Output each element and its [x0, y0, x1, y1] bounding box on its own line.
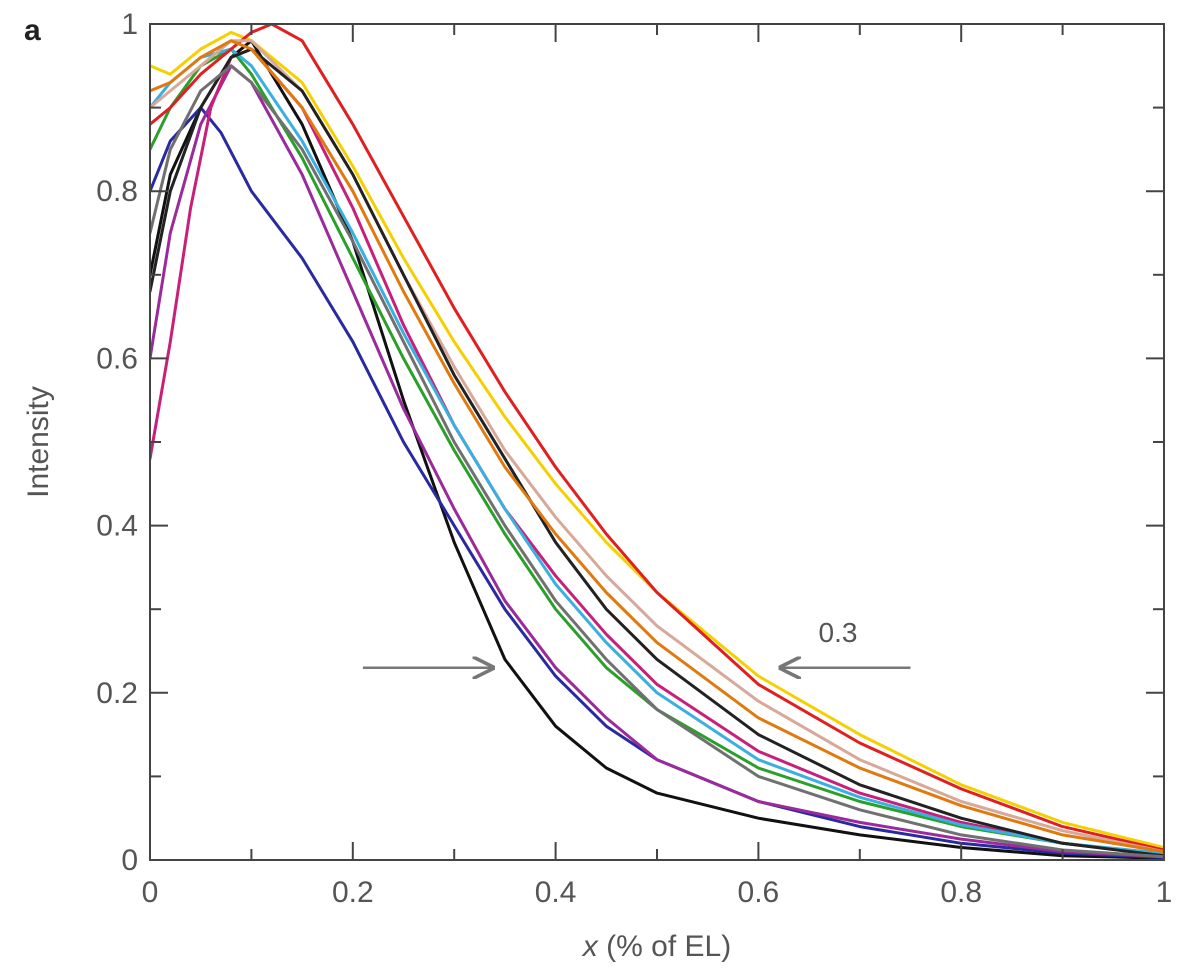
y-tick-label: 0.6 [96, 342, 138, 375]
x-tick-label: 0.6 [738, 876, 780, 909]
x-tick-label: 1 [1156, 876, 1173, 909]
series-line-10 [150, 47, 1164, 858]
annotation-label: 0.3 [819, 617, 858, 648]
x-tick-label: 0.2 [332, 876, 374, 909]
panel-label: a [24, 14, 41, 47]
x-tick-label: 0 [142, 876, 159, 909]
x-axis-symbol: x [581, 930, 599, 963]
series-lines [150, 24, 1164, 860]
series-line-5 [150, 47, 1164, 856]
y-axis-label: Intensity [22, 386, 55, 498]
x-tick-label: 0.8 [940, 876, 982, 909]
series-line-3 [150, 64, 1164, 859]
series-line-7 [150, 30, 1164, 849]
series-line-11 [150, 39, 1164, 854]
x-axis-label: x (% of EL) [581, 930, 731, 963]
y-tick-label: 0.8 [96, 175, 138, 208]
series-line-8 [150, 24, 1164, 852]
y-tick-label: 0.2 [96, 677, 138, 710]
x-tick-label: 0.4 [535, 876, 577, 909]
series-line-6 [150, 47, 1164, 855]
series-line-2 [150, 106, 1164, 859]
y-tick-label: 1 [121, 8, 138, 41]
x-axis-unit: (% of EL) [606, 930, 731, 963]
series-line-4 [150, 47, 1164, 857]
series-line-9 [150, 39, 1164, 854]
y-tick-labels: 0 0.2 0.4 0.6 0.8 1 [96, 8, 138, 877]
y-tick-label: 0 [121, 844, 138, 877]
y-tick-label: 0.4 [96, 510, 138, 543]
series-line-12 [150, 64, 1164, 859]
series-line-1 [150, 39, 1164, 860]
annotation: 0.3 [362, 617, 911, 668]
axis-ticks [149, 23, 1165, 861]
x-tick-labels: 0 0.2 0.4 0.6 0.8 1 [142, 876, 1173, 909]
